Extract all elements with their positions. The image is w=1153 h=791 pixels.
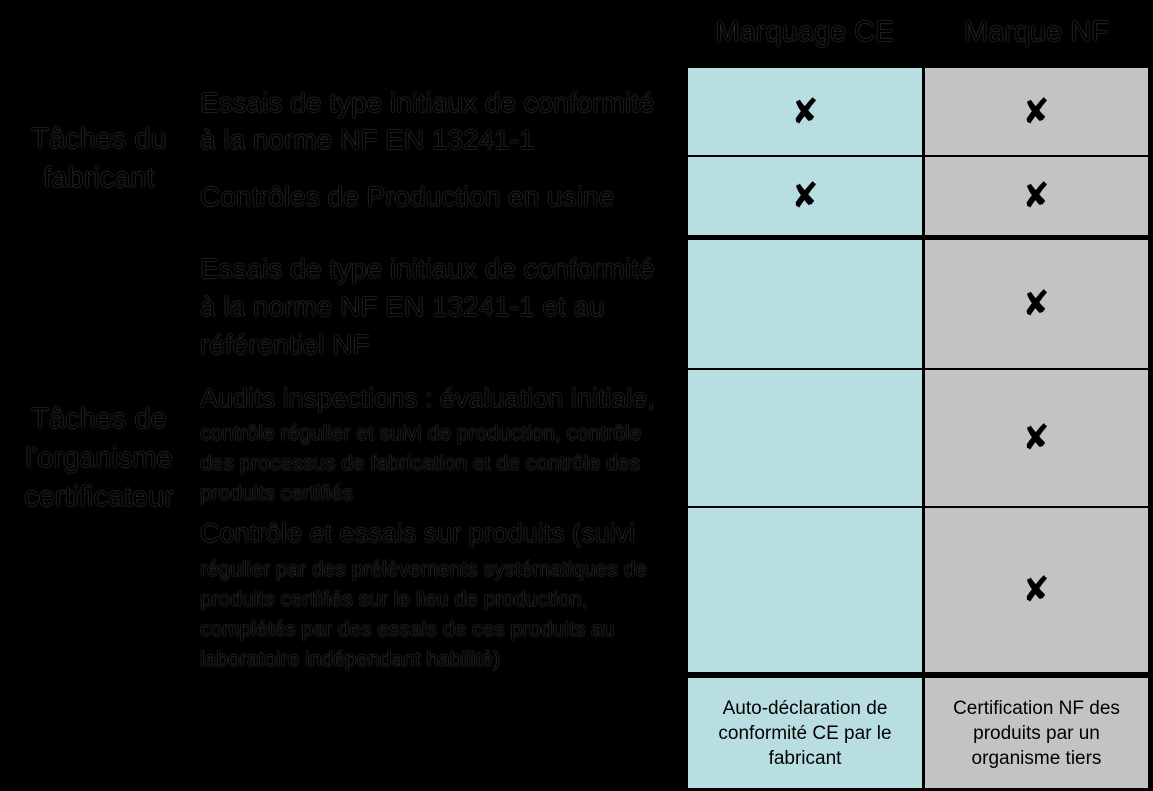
cell-row3-nf: ✘: [925, 240, 1148, 368]
row5-line5: laboratoire indépendant habilité): [200, 648, 501, 671]
row4-line3: des processus de fabrication et de contr…: [200, 452, 641, 475]
check-x-icon: ✘: [1020, 91, 1053, 132]
row5-lead: Contrôle et essais sur produits (suivi: [200, 518, 636, 548]
group1-line1: Tâches du: [31, 123, 167, 155]
row1-line1: Essais de type initiaux de conformité: [200, 87, 655, 118]
cell-row5-nf: ✘: [925, 508, 1148, 672]
row3-line3: référentiel NF: [200, 329, 370, 360]
footer-cell-nf: Certification NF des produits par un org…: [925, 678, 1148, 788]
cell-row5-ce: [688, 508, 922, 672]
footer-nf-line2: produits par un: [973, 722, 1100, 744]
footer-nf-line3: organisme tiers: [971, 747, 1102, 769]
row2-line1: Contrôles de Production en usine: [200, 181, 615, 212]
row5-line2: régulier par des prélèvements systématiq…: [200, 558, 648, 581]
cell-row1-ce: ✘: [688, 68, 922, 155]
cell-row4-ce: [688, 370, 922, 506]
footer-label-ce: Auto-déclaration de conformité CE par le…: [718, 696, 891, 771]
row4-line4: produits certifiés: [200, 482, 353, 505]
row5-line4: complétés par des essais de ces produits…: [200, 618, 615, 641]
check-x-icon: ✘: [1020, 176, 1053, 216]
row5-description: Contrôle et essais sur produits (suivi r…: [200, 516, 690, 675]
group-label-taches-fabricant: Tâches du fabricant: [6, 120, 192, 198]
cell-row3-ce: [688, 240, 922, 368]
cell-row4-nf: ✘: [925, 370, 1148, 506]
group-label-organisme-certificateur: Tâches de l'organisme certificateur: [6, 400, 192, 517]
row1-line2: à la norme NF EN 13241-1: [200, 124, 535, 155]
group1-line2: fabricant: [43, 162, 155, 194]
check-x-icon: ✘: [1020, 418, 1053, 458]
footer-cell-ce: Auto-déclaration de conformité CE par le…: [688, 678, 922, 788]
footer-ce-line1: Auto-déclaration de: [722, 697, 888, 719]
row5-line3: produits certifiés sur le lieu de produc…: [200, 588, 588, 611]
row4-description: Audits inspections : évaluation initiale…: [200, 381, 690, 509]
footer-label-nf: Certification NF des produits par un org…: [953, 696, 1120, 771]
row3-description: Essais de type initiaux de conformité à …: [200, 250, 685, 364]
row4-lead: Audits inspections : évaluation initiale…: [200, 383, 655, 413]
row3-line2: à la norme NF EN 13241-1 et au: [200, 291, 605, 322]
column-header-marque-nf: Marque NF: [963, 16, 1110, 48]
cell-row1-nf: ✘: [925, 68, 1148, 155]
check-x-icon: ✘: [1020, 570, 1053, 610]
footer-ce-line2: conformité CE par le: [718, 722, 892, 744]
footer-nf-line1: Certification NF des: [953, 697, 1120, 719]
row3-line1: Essais de type initiaux de conformité: [200, 253, 655, 284]
group2-line3: certificateur: [24, 481, 174, 513]
check-x-icon: ✘: [789, 176, 821, 216]
footer-ce-line3: fabricant: [768, 747, 842, 769]
check-x-icon: ✘: [789, 91, 821, 132]
group2-line2: l'organisme: [25, 442, 173, 474]
column-header-marquage-ce: Marquage CE: [715, 16, 895, 48]
row4-line2: contrôle régulier et suivi de production…: [200, 422, 642, 445]
cell-row2-ce: ✘: [688, 157, 922, 235]
row1-description: Essais de type initiaux de conformité à …: [200, 84, 685, 158]
check-x-icon: ✘: [1020, 284, 1053, 324]
row2-description: Contrôles de Production en usine: [200, 178, 685, 215]
group2-line1: Tâches de: [31, 403, 167, 435]
cell-row2-nf: ✘: [925, 157, 1148, 235]
